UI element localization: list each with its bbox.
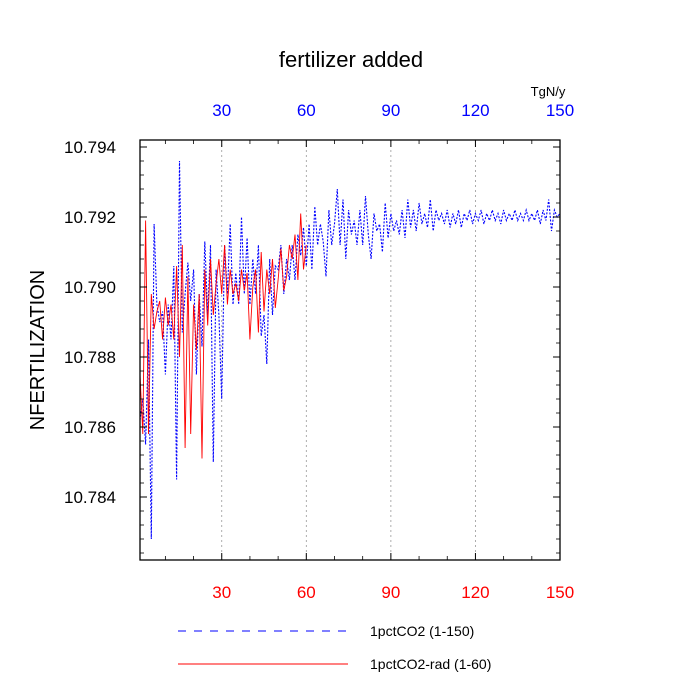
x-tick-label-top: 150 [546, 101, 574, 120]
series-line-1pctco2-rad [139, 213, 307, 459]
x-tick-label-top: 90 [381, 101, 400, 120]
x-tick-label-bottom: 150 [546, 583, 574, 602]
y-tick-label: 10.790 [64, 278, 116, 297]
chart-title: fertilizer added [279, 47, 423, 72]
y-tick-label: 10.792 [64, 208, 116, 227]
series-lines [139, 160, 561, 540]
y-tick-label: 10.786 [64, 418, 116, 437]
x-tick-label-top: 60 [297, 101, 316, 120]
plot-frame [139, 139, 561, 561]
x-tick-label-top: 120 [461, 101, 489, 120]
x-tick-label-bottom: 120 [461, 583, 489, 602]
legend-label-1pctco2-rad: 1pctCO2-rad (1-60) [370, 656, 491, 672]
legend: 1pctCO2 (1-150) 1pctCO2-rad (1-60) [178, 623, 491, 672]
y-tick-label: 10.784 [64, 488, 116, 507]
x-tick-label-bottom: 60 [297, 583, 316, 602]
legend-label-1pctco2: 1pctCO2 (1-150) [370, 623, 474, 639]
series-line-1pctco2 [139, 160, 561, 540]
x-tick-label-bottom: 30 [212, 583, 231, 602]
axis-ticks: 30 30 60 60 90 90 120 120 150 150 10.794 10.792 10.7… [64, 101, 574, 602]
top-axis-unit-label: TgN/y [531, 84, 566, 99]
y-axis-label: NFERTILIZATION [27, 270, 49, 430]
x-tick-label-bottom: 90 [381, 583, 400, 602]
y-tick-label: 10.794 [64, 138, 116, 157]
x-tick-label-top: 30 [212, 101, 231, 120]
y-tick-label: 10.788 [64, 348, 116, 367]
gridlines [221, 140, 476, 560]
